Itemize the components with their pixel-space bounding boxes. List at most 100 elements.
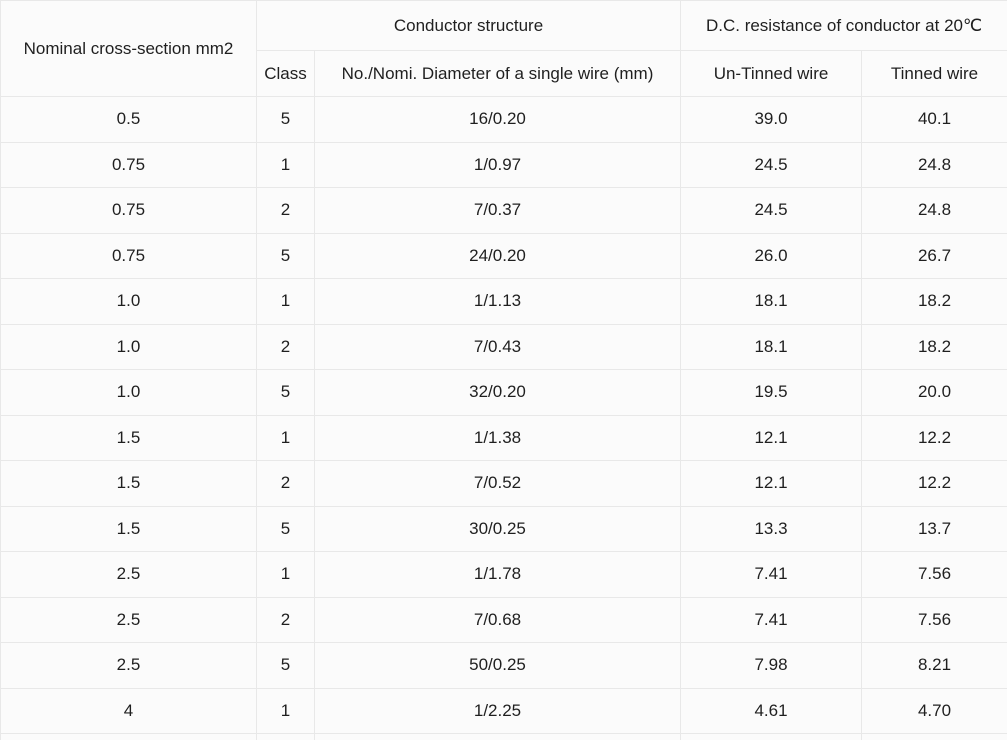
cell-tinned: 18.2 (861, 278, 1007, 325)
table-row: 2.5 2 7/0.68 7.41 7.56 (0, 596, 1007, 643)
table-row-partial (0, 733, 1007, 740)
table-row: 2.5 5 50/0.25 7.98 8.21 (0, 642, 1007, 689)
cell-untinned: 39.0 (680, 96, 863, 143)
cell-wire: 1/1.38 (313, 414, 682, 461)
cell-wire: 1/1.78 (313, 551, 682, 598)
cell-class: 1 (256, 414, 315, 461)
cell-wire: 30/0.25 (313, 505, 682, 552)
header-label-row: Class No./Nomi. Diameter of a single wir… (1, 50, 1007, 97)
table-row: 1.0 1 1/1.13 18.1 18.2 (0, 278, 1007, 325)
cell-untinned: 4.61 (680, 687, 863, 734)
cell-nominal: 0.75 (0, 232, 257, 279)
cell-tinned: 24.8 (861, 187, 1007, 234)
cell-untinned: 12.1 (680, 460, 863, 507)
cell-nominal: 1.5 (0, 505, 257, 552)
cell-tinned-empty (861, 733, 1007, 740)
cell-class: 5 (256, 369, 315, 416)
cell-nominal: 1.5 (0, 414, 257, 461)
cell-wire: 16/0.20 (313, 96, 682, 143)
cell-tinned: 18.2 (861, 323, 1007, 370)
cell-untinned: 26.0 (680, 232, 863, 279)
table-row: 2.5 1 1/1.78 7.41 7.56 (0, 551, 1007, 598)
cell-tinned: 7.56 (861, 596, 1007, 643)
cell-nominal: 2.5 (0, 596, 257, 643)
cell-untinned: 24.5 (680, 141, 863, 188)
cell-untinned: 18.1 (680, 323, 863, 370)
cell-tinned: 4.70 (861, 687, 1007, 734)
cell-tinned: 40.1 (861, 96, 1007, 143)
cell-wire: 7/0.37 (313, 187, 682, 234)
cell-wire: 50/0.25 (313, 642, 682, 689)
cell-untinned: 12.1 (680, 414, 863, 461)
header-group-row: Nominal cross-section mm2 Conductor stru… (0, 0, 1007, 97)
header-nominal-cross-section: Nominal cross-section mm2 (0, 0, 257, 97)
cell-class: 2 (256, 596, 315, 643)
cell-nominal: 1.0 (0, 369, 257, 416)
cell-nominal: 1.0 (0, 323, 257, 370)
header-diameter: No./Nomi. Diameter of a single wire (mm) (313, 50, 682, 97)
cell-untinned: 19.5 (680, 369, 863, 416)
header-tinned-wire: Tinned wire (861, 50, 1007, 97)
header-class: Class (256, 50, 315, 97)
cell-wire: 7/0.68 (313, 596, 682, 643)
cell-untinned: 7.98 (680, 642, 863, 689)
cell-untinned-empty (680, 733, 863, 740)
cell-wire: 32/0.20 (313, 369, 682, 416)
cell-class: 2 (256, 323, 315, 370)
header-untinned-wire: Un-Tinned wire (680, 50, 863, 97)
cell-nominal: 0.75 (0, 141, 257, 188)
cell-tinned: 24.8 (861, 141, 1007, 188)
table-row: 1.5 5 30/0.25 13.3 13.7 (0, 505, 1007, 552)
cell-class: 5 (256, 642, 315, 689)
cell-untinned: 7.41 (680, 596, 863, 643)
cell-wire: 1/2.25 (313, 687, 682, 734)
table-row: 1.5 1 1/1.38 12.1 12.2 (0, 414, 1007, 461)
cell-wire: 1/1.13 (313, 278, 682, 325)
table-row: 0.75 5 24/0.20 26.0 26.7 (0, 232, 1007, 279)
cell-class: 2 (256, 187, 315, 234)
cell-nominal: 0.75 (0, 187, 257, 234)
cell-class: 2 (256, 460, 315, 507)
cell-class: 1 (256, 551, 315, 598)
table-row: 0.75 2 7/0.37 24.5 24.8 (0, 187, 1007, 234)
cell-class: 1 (256, 687, 315, 734)
table-body: 0.5 5 16/0.20 39.0 40.1 0.75 1 1/0.97 24.5 24.8 0.… (0, 96, 1007, 740)
cell-wire: 24/0.20 (313, 232, 682, 279)
table-header: Nominal cross-section mm2 Conductor stru… (0, 0, 1007, 97)
cell-tinned: 8.21 (861, 642, 1007, 689)
cell-nominal: 2.5 (0, 642, 257, 689)
cell-nominal: 1.5 (0, 460, 257, 507)
cell-tinned: 12.2 (861, 414, 1007, 461)
cell-nominal: 2.5 (0, 551, 257, 598)
table-row: 1.0 5 32/0.20 19.5 20.0 (0, 369, 1007, 416)
cell-nominal: 1.0 (0, 278, 257, 325)
cell-untinned: 18.1 (680, 278, 863, 325)
table-row: 4 1 1/2.25 4.61 4.70 (0, 687, 1007, 734)
cell-class: 1 (256, 141, 315, 188)
header-conductor-structure-group: Conductor structure (255, 0, 682, 51)
table-row: 1.5 2 7/0.52 12.1 12.2 (0, 460, 1007, 507)
table-row: 1.0 2 7/0.43 18.1 18.2 (0, 323, 1007, 370)
table-row: 0.5 5 16/0.20 39.0 40.1 (0, 96, 1007, 143)
cell-class-empty (256, 733, 315, 740)
cell-wire-empty (313, 733, 682, 740)
cell-nominal-empty (0, 733, 257, 740)
cell-nominal: 4 (0, 687, 257, 734)
table-row: 0.75 1 1/0.97 24.5 24.8 (0, 141, 1007, 188)
cell-tinned: 26.7 (861, 232, 1007, 279)
cell-wire: 1/0.97 (313, 141, 682, 188)
cell-class: 5 (256, 505, 315, 552)
cell-tinned: 13.7 (861, 505, 1007, 552)
cell-tinned: 12.2 (861, 460, 1007, 507)
cell-wire: 7/0.43 (313, 323, 682, 370)
cell-nominal: 0.5 (0, 96, 257, 143)
header-dc-resistance-group: D.C. resistance of conductor at 20℃ (680, 0, 1007, 51)
cell-class: 5 (256, 96, 315, 143)
cell-class: 5 (256, 232, 315, 279)
cell-tinned: 20.0 (861, 369, 1007, 416)
cell-untinned: 13.3 (680, 505, 863, 552)
cell-class: 1 (256, 278, 315, 325)
cell-untinned: 24.5 (680, 187, 863, 234)
